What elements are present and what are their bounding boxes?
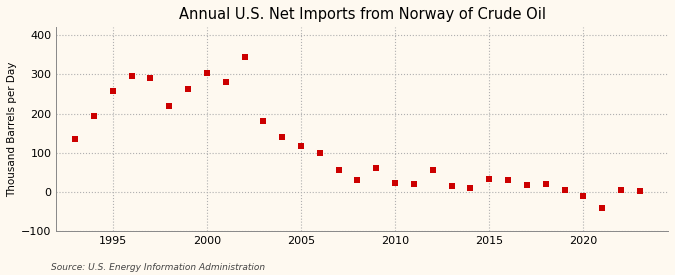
Point (88, 114, 99, 119)
Title: Annual U.S. Net Imports from Norway of Crude Oil: Annual U.S. Net Imports from Norway of C… (179, 7, 545, 22)
Point (126, 74, 137, 78)
Point (540, 182, 551, 186)
Point (389, 181, 400, 186)
Point (202, 71, 213, 75)
Point (522, 183, 533, 188)
Point (145, 76, 156, 81)
Point (427, 168, 438, 173)
Y-axis label: Thousand Barrels per Day: Thousand Barrels per Day (7, 62, 17, 197)
Point (559, 188, 570, 192)
Point (408, 182, 419, 186)
Point (258, 119, 269, 123)
Text: Source: U.S. Energy Information Administration: Source: U.S. Energy Information Administ… (51, 263, 265, 272)
Point (634, 189, 645, 193)
Point (220, 80, 231, 84)
Point (315, 151, 325, 155)
Point (296, 144, 306, 148)
Point (239, 54, 250, 59)
Point (352, 178, 363, 182)
Point (183, 87, 194, 91)
Point (446, 184, 457, 189)
Point (107, 89, 118, 93)
Point (503, 178, 514, 182)
Point (164, 103, 175, 108)
Point (371, 166, 382, 171)
Point (597, 205, 608, 210)
Point (616, 188, 626, 192)
Point (578, 194, 589, 198)
Point (70, 137, 80, 141)
Point (333, 168, 344, 172)
Point (484, 177, 495, 181)
Point (277, 135, 288, 139)
Point (465, 186, 476, 190)
